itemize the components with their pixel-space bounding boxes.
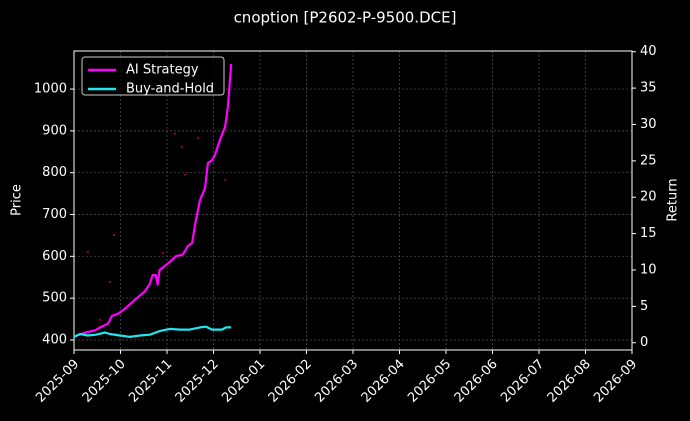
x-tick-label: 2025-11 <box>126 357 175 406</box>
x-tick-label: 2026-04 <box>359 357 408 406</box>
x-tick-label: 2025-09 <box>33 357 82 406</box>
y2-tick-label: 5 <box>640 299 648 314</box>
x-tick-label: 2026-01 <box>219 357 268 406</box>
series-line <box>73 64 233 338</box>
price-point <box>112 234 115 236</box>
price-point <box>180 145 183 148</box>
y2-tick-label: 15 <box>640 226 657 241</box>
x-tick-label: 2026-08 <box>545 357 594 406</box>
y2-tick-label: 35 <box>640 81 657 96</box>
price-point <box>108 280 111 283</box>
price-point <box>184 173 187 176</box>
price-point <box>86 251 89 254</box>
y-tick-label: 1000 <box>34 82 67 97</box>
y2-axis-label: Return <box>666 178 681 221</box>
x-tick-label: 2026-06 <box>452 357 501 406</box>
y-tick-label: 600 <box>42 249 67 264</box>
y-tick-label: 700 <box>42 207 67 222</box>
y2-tick-label: 0 <box>640 335 648 350</box>
price-point <box>197 136 200 139</box>
y-tick-label: 900 <box>42 123 67 138</box>
y2-tick-label: 40 <box>640 44 657 59</box>
price-point <box>161 251 164 254</box>
y2-tick-label: 25 <box>640 153 657 168</box>
x-tick-label: 2026-05 <box>405 357 454 406</box>
chart-title: cnoption [P2602-P-9500.DCE] <box>234 9 457 27</box>
x-tick-label: 2026-02 <box>266 357 315 406</box>
price-point <box>224 178 227 181</box>
price-point <box>173 132 176 135</box>
y-tick-label: 800 <box>42 165 67 180</box>
y-axis-label: Price <box>10 184 25 216</box>
x-tick-label: 2026-07 <box>498 357 547 406</box>
y-tick-label: 500 <box>42 291 67 306</box>
legend-label: Buy-and-Hold <box>126 82 214 97</box>
y-tick-label: 400 <box>42 332 67 347</box>
x-tick-label: 2025-10 <box>80 357 129 406</box>
y2-tick-label: 20 <box>640 190 657 205</box>
legend-box <box>81 56 225 96</box>
legend-label: AI Strategy <box>126 63 199 78</box>
y2-tick-label: 10 <box>640 262 657 277</box>
x-tick-label: 2026-09 <box>591 357 640 406</box>
series-line <box>73 325 232 338</box>
x-tick-label: 2026-03 <box>312 357 361 406</box>
plot-frame <box>73 50 633 351</box>
y2-tick-label: 30 <box>640 117 657 132</box>
price-point <box>99 318 102 321</box>
x-tick-label: 2025-12 <box>173 357 222 406</box>
legend: AI Strategy Buy-and-Hold <box>81 56 225 97</box>
